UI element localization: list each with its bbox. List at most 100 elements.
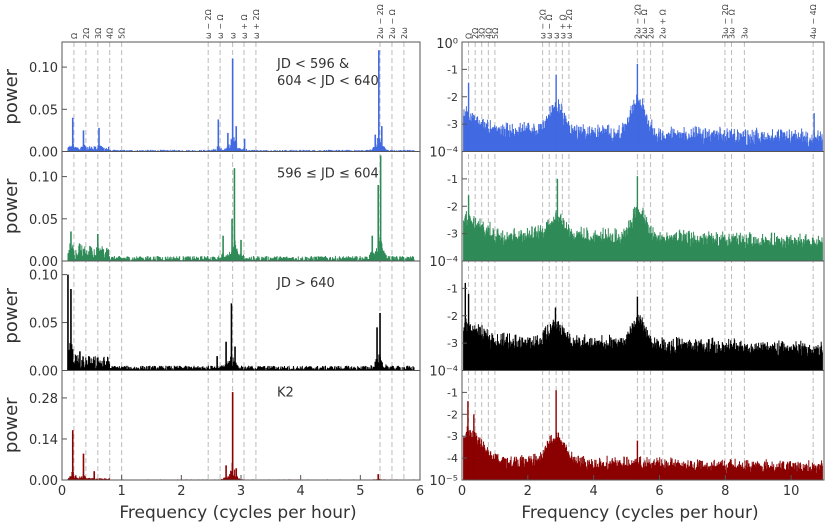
y-bottom-label: 10⁻⁴	[429, 146, 458, 161]
panel-frame	[461, 370, 825, 481]
guide-line-label: ω + 2Ω	[252, 9, 261, 39]
x-tick-label: 10	[783, 484, 800, 499]
spectrum-line	[62, 128, 415, 152]
y-tick-label: 0.05	[29, 317, 58, 332]
guide-line-label: ω	[552, 32, 561, 39]
guide-line-label: 3ω − Ω	[728, 9, 737, 39]
y-tick-label: 0.10	[29, 61, 58, 76]
guide-line-label: 2ω − Ω	[640, 9, 649, 39]
y-tick-label: 0.00	[29, 365, 58, 380]
guide-line-label: ω + 2Ω	[565, 9, 574, 39]
guide-line-label: 4ω − 4Ω	[809, 4, 818, 39]
y-tick-label: 0.10	[29, 269, 58, 284]
guide-line-label: 2ω − Ω	[388, 9, 397, 39]
y-tick-label: -3	[447, 228, 458, 241]
guide-line-label: 2Ω	[82, 28, 91, 39]
guide-line-label: 2Ω	[471, 28, 480, 39]
y-bottom-label: 10⁻⁵	[429, 474, 458, 489]
log-spectrum-line	[462, 94, 823, 152]
guide-line-label: ω − Ω	[545, 14, 554, 39]
y-tick-label: -1	[447, 63, 458, 76]
guide-line-label: 3ω − 2Ω	[721, 4, 730, 39]
log-spectrum-line	[462, 314, 823, 371]
panel-label: 604 < JD < 640	[277, 74, 379, 89]
guide-line-label: Ω	[70, 33, 79, 39]
guide-line-label: 5Ω	[118, 28, 127, 39]
guide-line-label: 3Ω	[94, 28, 103, 39]
panel-frame	[61, 370, 421, 481]
y-tick-label: 0.14	[29, 433, 58, 448]
x-tick-label: 8	[721, 484, 729, 499]
guide-line-label: 5Ω	[491, 28, 500, 39]
panel-label: JD < 596 &	[276, 57, 349, 72]
x-tick-label: 4	[297, 484, 305, 499]
y-bottom-label: 10⁻⁴	[429, 365, 458, 380]
guide-line-label: 3Ω	[478, 28, 487, 39]
guide-line-label: 3ω	[740, 27, 749, 39]
y-axis-label: power	[1, 397, 22, 453]
y-tick-label: 0.00	[29, 474, 58, 489]
y-tick-label: -2	[447, 310, 458, 323]
guide-line-label: Ω	[465, 33, 474, 39]
guide-line-label: 2ω + Ω	[659, 9, 668, 39]
y-tick-label: -1	[447, 282, 458, 295]
guide-line-label: ω − Ω	[216, 14, 225, 39]
left-x-axis-label: Frequency (cycles per hour)	[119, 503, 356, 523]
x-tick-label: 4	[589, 484, 597, 499]
x-tick-label: 5	[356, 484, 364, 499]
y-top-label: 10⁰	[436, 37, 458, 52]
y-tick-label: -3	[447, 337, 458, 350]
guide-line-label: 4Ω	[106, 28, 115, 39]
y-tick-label: -1	[447, 386, 458, 399]
y-tick-label: -2	[447, 200, 458, 213]
y-axis-label: power	[1, 287, 22, 343]
panel-label: 596 ≤ JD ≤ 604	[277, 167, 379, 182]
x-tick-label: 0	[458, 484, 466, 499]
y-tick-label: -3	[447, 430, 458, 443]
y-tick-label: -3	[447, 118, 458, 131]
y-tick-label: -4	[447, 452, 458, 465]
panel-label: K2	[277, 386, 294, 401]
y-tick-label: 0.10	[29, 171, 58, 186]
y-tick-label: -2	[447, 408, 458, 421]
spectrum-line	[62, 235, 415, 262]
y-tick-label: -2	[447, 91, 458, 104]
y-axis-label: power	[1, 178, 22, 234]
y-axis-label: power	[1, 68, 22, 124]
x-tick-label: 2	[177, 484, 185, 499]
guide-line-label: ω + Ω	[240, 14, 249, 39]
y-tick-label: 0.05	[29, 213, 58, 228]
panel-frame	[61, 260, 421, 371]
guide-line-label: 2ω	[647, 27, 656, 39]
guide-line-label: ω + Ω	[558, 14, 567, 39]
y-tick-label: 0.00	[29, 255, 58, 270]
guide-line-label: 2ω − 2Ω	[633, 4, 642, 39]
y-tick-label: 0.00	[29, 146, 58, 161]
spectrum-line	[62, 462, 415, 481]
guide-line-label: ω − 2Ω	[204, 9, 213, 39]
x-tick-label: 1	[118, 484, 126, 499]
panel-label: JD > 640	[276, 276, 335, 291]
x-tick-label: 2	[524, 484, 532, 499]
guide-line-label: ω − 2Ω	[539, 9, 548, 39]
x-tick-label: 3	[237, 484, 245, 499]
right-x-axis-label: Frequency (cycles per hour)	[521, 503, 758, 523]
guide-line-label: ω	[229, 32, 238, 39]
x-tick-label: 0	[58, 484, 66, 499]
log-spectrum-line	[462, 426, 823, 481]
y-tick-label: 0.28	[29, 392, 58, 407]
x-tick-label: 6	[416, 484, 424, 499]
guide-line-label: 2ω − 2Ω	[376, 4, 385, 39]
log-spectrum-line	[462, 205, 823, 262]
panel-frame	[61, 41, 421, 152]
y-tick-label: 0.05	[29, 103, 58, 118]
x-tick-label: 6	[655, 484, 663, 499]
guide-line-label: 4Ω	[484, 28, 493, 39]
y-bottom-label: 10⁻⁴	[429, 255, 458, 270]
y-tick-label: -1	[447, 173, 458, 186]
spectrum-line	[62, 343, 415, 371]
guide-line-label: 2ω	[400, 27, 409, 39]
